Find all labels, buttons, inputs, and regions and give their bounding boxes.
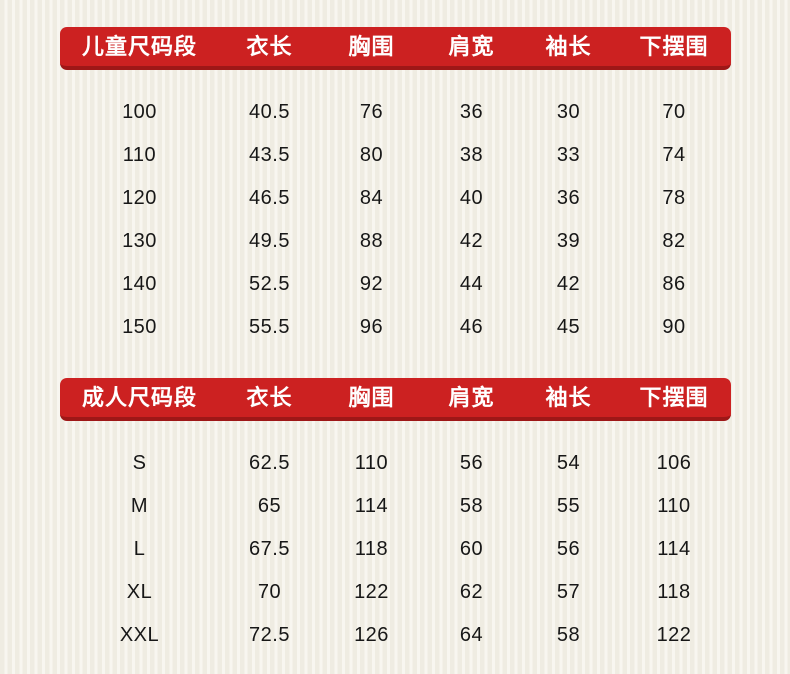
shoulder-cell: 62 — [459, 581, 484, 603]
column-header-sleeve: 袖长 — [545, 385, 592, 410]
table-row: 140 52.5 92 44 42 86 — [60, 263, 731, 306]
size-cell: XL — [126, 581, 153, 603]
table-row: 100 40.5 76 36 30 70 — [60, 91, 731, 134]
length-cell: 43.5 — [249, 144, 290, 166]
length-cell: 67.5 — [249, 538, 290, 560]
length-cell: 46.5 — [249, 187, 290, 209]
sleeve-cell: 57 — [556, 581, 581, 603]
sleeve-cell: 42 — [556, 273, 581, 295]
size-cell: XXL — [119, 624, 160, 646]
length-cell: 62.5 — [249, 452, 290, 474]
shoulder-cell: 40 — [459, 187, 484, 209]
size-cell: 130 — [122, 230, 157, 252]
hem-cell: 70 — [662, 101, 686, 123]
shoulder-cell: 58 — [459, 495, 484, 517]
hem-cell: 82 — [662, 230, 686, 252]
length-cell: 40.5 — [249, 101, 290, 123]
children-table-header: 儿童尺码段 衣长 胸围 肩宽 袖长 下摆围 — [59, 27, 731, 70]
table-row: 130 49.5 88 42 39 82 — [60, 220, 731, 263]
hem-cell: 106 — [656, 452, 692, 474]
children-size-table: 儿童尺码段 衣长 胸围 肩宽 袖长 下摆围 100 40.5 76 36 30 … — [59, 27, 731, 349]
table-row: M 65 114 58 55 110 — [60, 485, 731, 528]
children-table-body: 100 40.5 76 36 30 70 110 43.5 80 38 33 7… — [60, 70, 731, 349]
size-cell: L — [133, 538, 146, 560]
chest-cell: 110 — [354, 452, 389, 474]
table-row: 150 55.5 96 46 45 90 — [60, 306, 731, 349]
column-header-adult-size: 成人尺码段 — [81, 385, 197, 410]
hem-cell: 90 — [662, 316, 686, 338]
length-cell: 55.5 — [249, 316, 290, 338]
shoulder-cell: 60 — [459, 538, 484, 560]
chest-cell: 118 — [354, 538, 389, 560]
table-row: S 62.5 110 56 54 106 — [60, 442, 731, 485]
size-cell: S — [132, 452, 147, 474]
hem-cell: 110 — [657, 495, 691, 517]
length-cell: 70 — [257, 581, 282, 603]
column-header-garment-length: 衣长 — [246, 385, 293, 410]
sleeve-cell: 54 — [556, 452, 581, 474]
table-row: 120 46.5 84 40 36 78 — [60, 177, 731, 220]
chest-cell: 76 — [359, 101, 384, 123]
chest-cell: 122 — [354, 581, 389, 603]
chest-cell: 96 — [359, 316, 384, 338]
column-header-children-size: 儿童尺码段 — [81, 34, 197, 59]
hem-cell: 118 — [657, 581, 691, 603]
size-cell: 140 — [122, 273, 157, 295]
adult-table-body: S 62.5 110 56 54 106 M 65 114 58 55 110 … — [60, 421, 731, 657]
chest-cell: 92 — [359, 273, 384, 295]
size-cell: 120 — [122, 187, 157, 209]
shoulder-cell: 64 — [459, 624, 484, 646]
column-header-chest: 胸围 — [348, 34, 395, 59]
column-header-shoulder: 肩宽 — [448, 34, 495, 59]
length-cell: 49.5 — [249, 230, 290, 252]
adult-size-table: 成人尺码段 衣长 胸围 肩宽 袖长 下摆围 S 62.5 110 56 54 1… — [59, 378, 731, 657]
column-header-garment-length: 衣长 — [246, 34, 293, 59]
hem-cell: 74 — [662, 144, 686, 166]
sleeve-cell: 55 — [556, 495, 581, 517]
shoulder-cell: 42 — [459, 230, 484, 252]
sleeve-cell: 36 — [556, 187, 581, 209]
size-cell: 110 — [122, 144, 157, 166]
column-header-hem: 下摆围 — [639, 385, 709, 410]
size-cell: 100 — [122, 101, 157, 123]
table-row: L 67.5 118 60 56 114 — [60, 528, 731, 571]
hem-cell: 78 — [662, 187, 686, 209]
column-header-hem: 下摆围 — [639, 34, 709, 59]
sleeve-cell: 45 — [556, 316, 581, 338]
table-gap — [0, 349, 790, 378]
shoulder-cell: 36 — [459, 101, 484, 123]
adult-table-header: 成人尺码段 衣长 胸围 肩宽 袖长 下摆围 — [59, 378, 731, 421]
hem-cell: 122 — [656, 624, 692, 646]
shoulder-cell: 44 — [459, 273, 484, 295]
shoulder-cell: 46 — [459, 316, 484, 338]
length-cell: 65 — [257, 495, 282, 517]
sleeve-cell: 58 — [556, 624, 581, 646]
length-cell: 72.5 — [249, 624, 290, 646]
shoulder-cell: 56 — [459, 452, 484, 474]
column-header-shoulder: 肩宽 — [448, 385, 495, 410]
chest-cell: 114 — [354, 495, 389, 517]
chest-cell: 80 — [359, 144, 384, 166]
table-row: XL 70 122 62 57 118 — [60, 571, 731, 614]
size-cell: M — [130, 495, 149, 517]
size-cell: 150 — [122, 316, 157, 338]
table-row: 110 43.5 80 38 33 74 — [60, 134, 731, 177]
shoulder-cell: 38 — [459, 144, 484, 166]
sleeve-cell: 56 — [556, 538, 581, 560]
chest-cell: 88 — [359, 230, 384, 252]
chest-cell: 126 — [354, 624, 389, 646]
column-header-chest: 胸围 — [348, 385, 395, 410]
length-cell: 52.5 — [249, 273, 290, 295]
hem-cell: 86 — [662, 273, 686, 295]
table-row: XXL 72.5 126 64 58 122 — [60, 614, 731, 657]
chest-cell: 84 — [359, 187, 384, 209]
hem-cell: 114 — [657, 538, 691, 560]
sleeve-cell: 33 — [556, 144, 581, 166]
sleeve-cell: 39 — [556, 230, 581, 252]
sleeve-cell: 30 — [556, 101, 581, 123]
column-header-sleeve: 袖长 — [545, 34, 592, 59]
